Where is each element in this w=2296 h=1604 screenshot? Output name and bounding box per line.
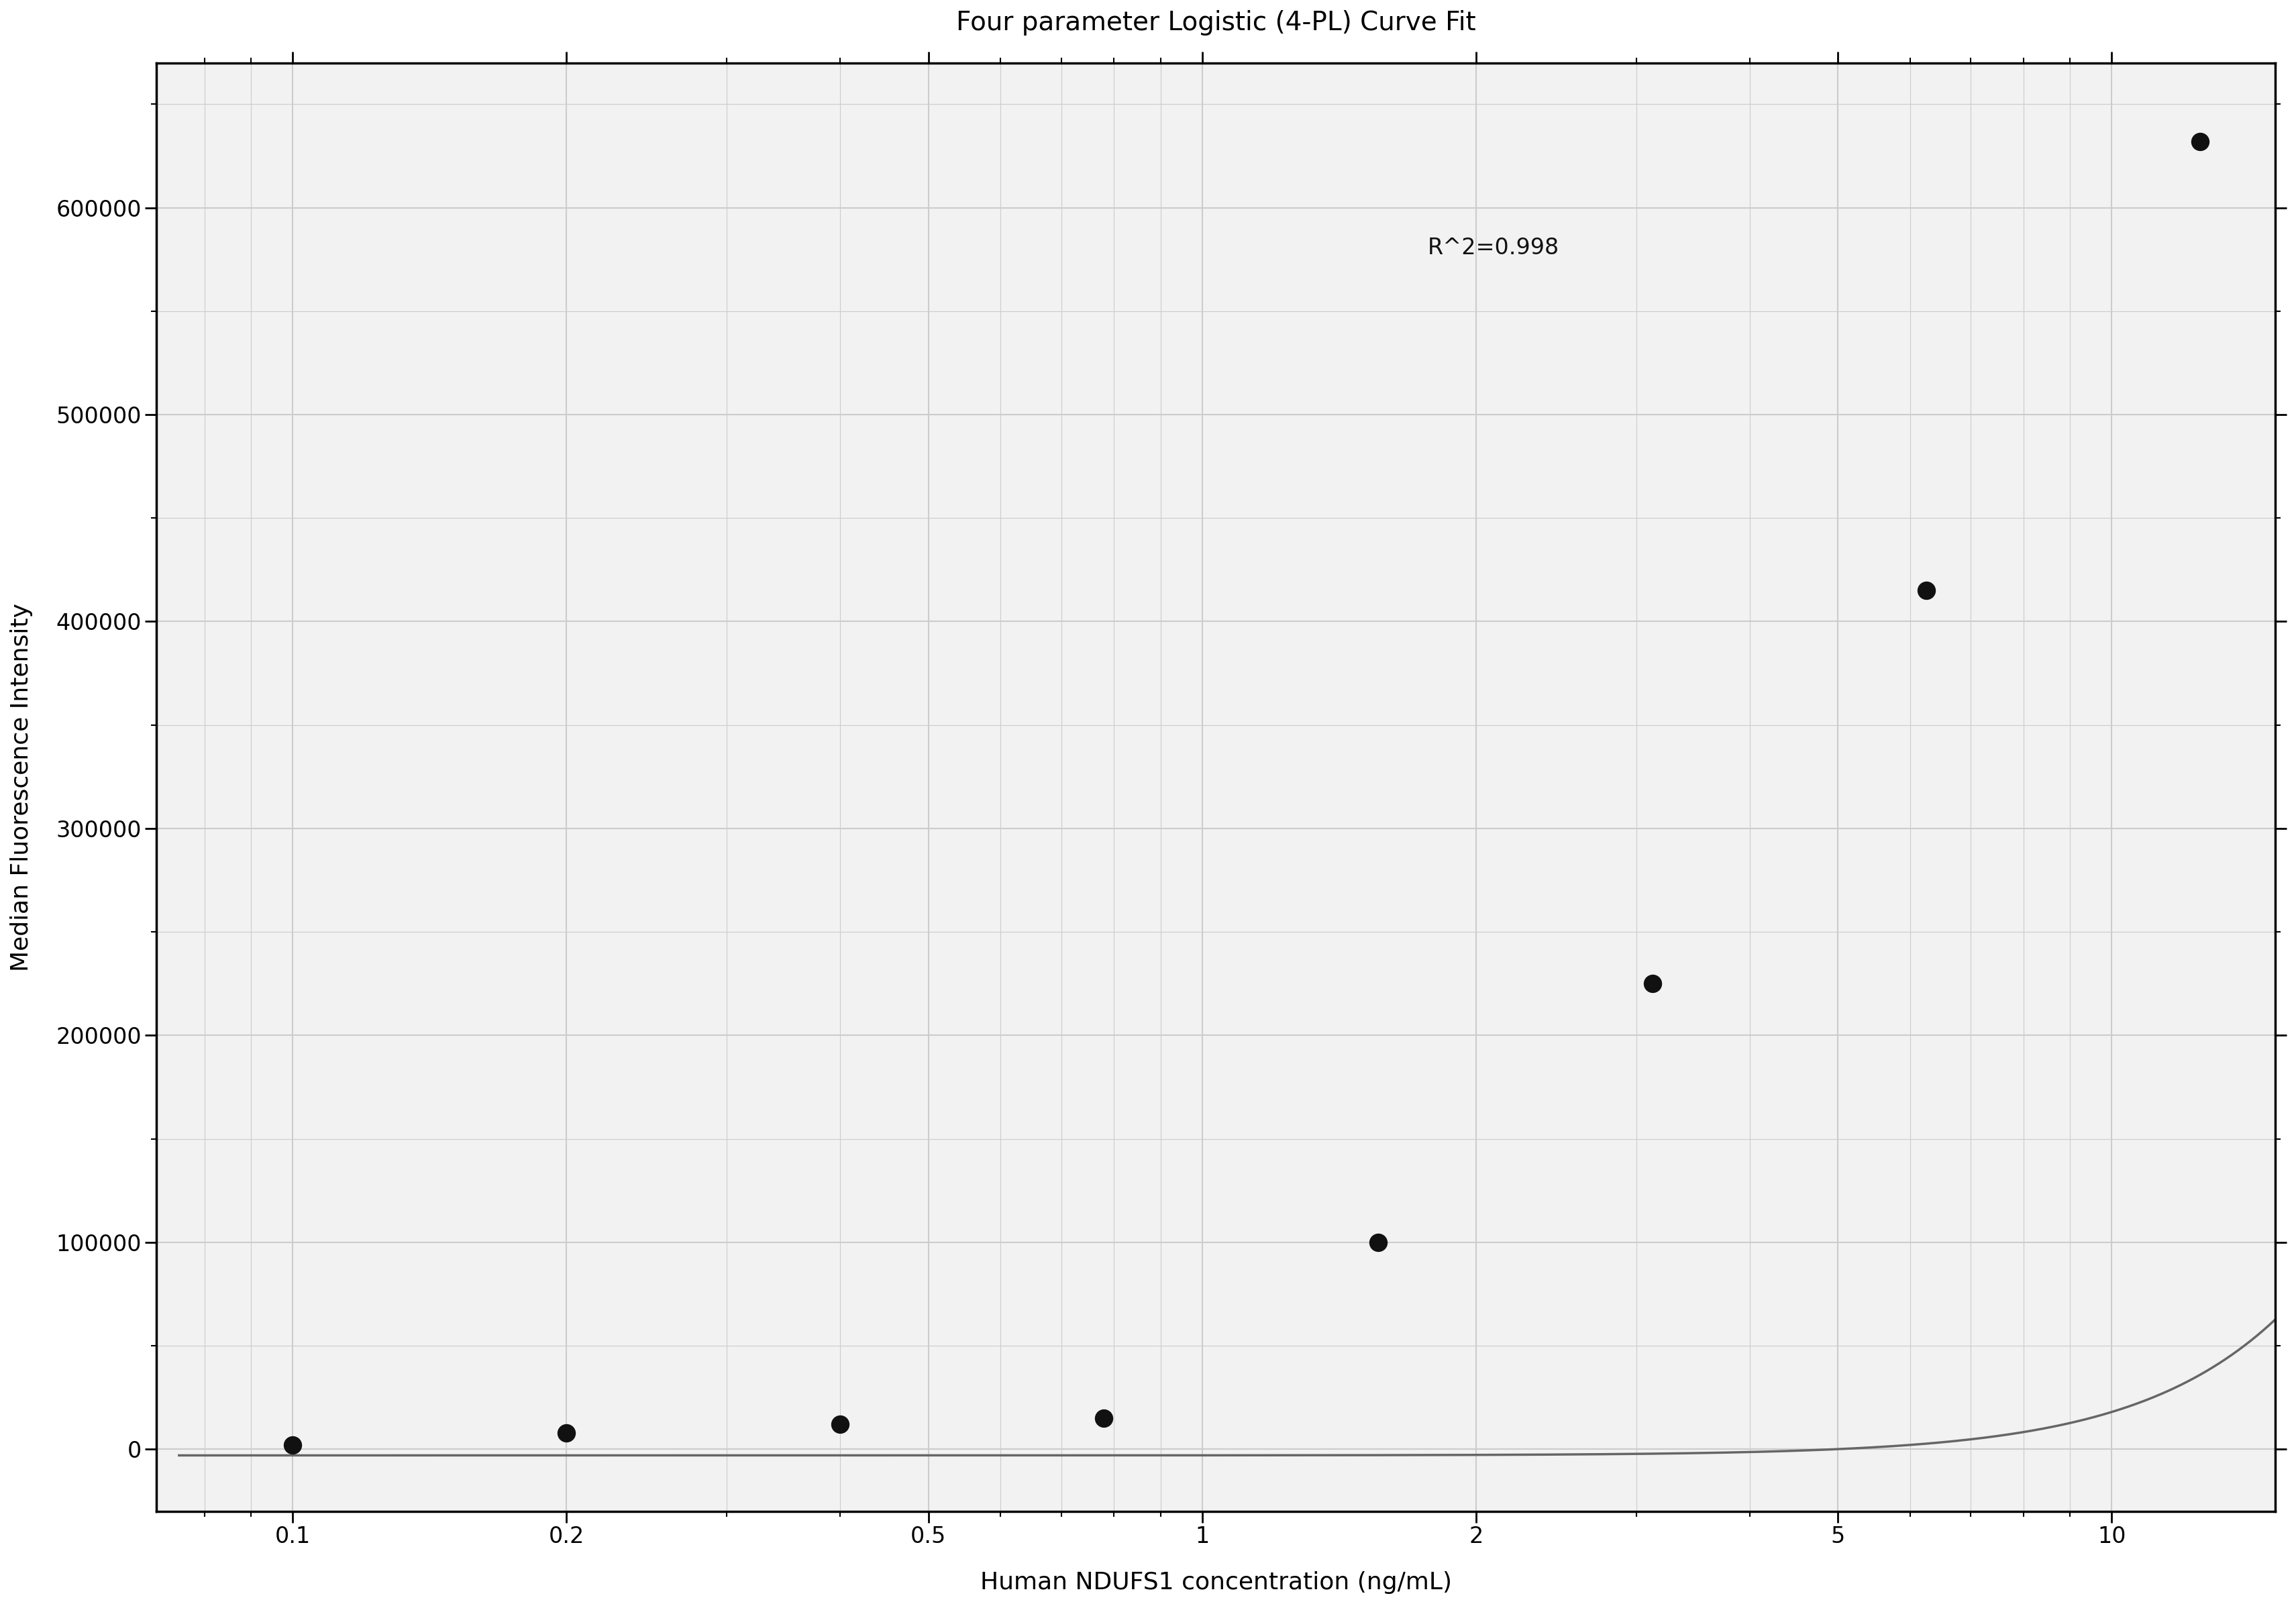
Point [1908,577,1945,603]
Text: R^2=0.998: R^2=0.998 [1428,237,1559,258]
Point [273,1432,310,1458]
Point [1359,1229,1396,1254]
Point [822,1412,859,1437]
Y-axis label: Median Fluorescence Intensity: Median Fluorescence Intensity [9,603,32,970]
X-axis label: Human NDUFS1 concentration (ng/mL): Human NDUFS1 concentration (ng/mL) [980,1572,1451,1594]
Point [2181,128,2218,154]
Point [1632,970,1669,996]
Point [1086,1405,1123,1431]
Title: Four parameter Logistic (4-PL) Curve Fit: Four parameter Logistic (4-PL) Curve Fit [955,10,1476,35]
Point [549,1420,585,1445]
